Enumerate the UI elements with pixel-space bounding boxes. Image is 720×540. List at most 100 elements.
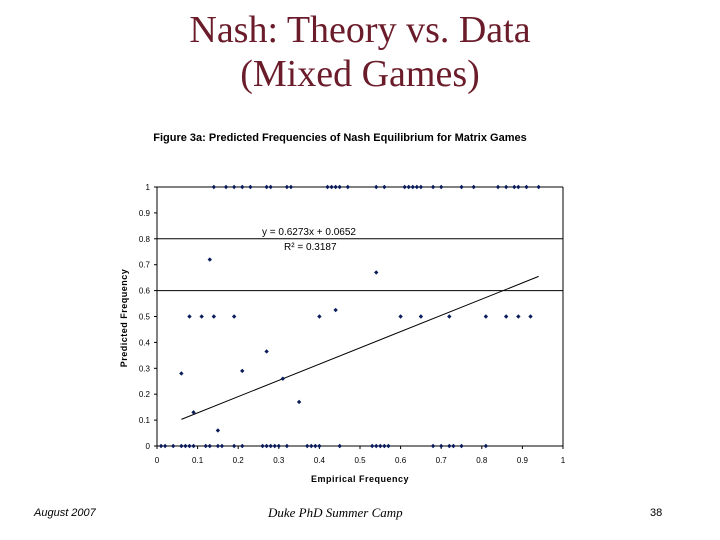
data-point [162,443,168,449]
data-point [248,184,253,190]
data-point [369,443,375,449]
y-tick-label: 0 [146,442,151,451]
data-point [503,184,509,190]
data-point [240,368,245,374]
data-point [402,184,407,190]
data-point [223,184,229,190]
data-point [516,314,521,319]
data-point [398,314,403,319]
x-tick-label: 0 [155,456,160,465]
data-point [471,184,476,190]
data-point [268,443,273,449]
data-point [378,443,383,449]
y-tick-label: 0.4 [139,338,151,347]
y-tick-label: 1 [146,183,151,192]
x-tick-label: 0.2 [233,456,245,465]
footer-page-number: 38 [650,507,663,519]
data-point [260,443,265,449]
x-tick-label: 0.8 [476,456,488,465]
data-point [528,314,533,319]
data-point [240,184,245,190]
y-tick-label: 0.6 [139,287,151,296]
data-point [179,371,184,376]
data-point [406,184,411,190]
data-point [187,443,192,449]
slide-title: Nash: Theory vs. Data (Mixed Games) [0,8,720,96]
data-point [240,443,245,449]
data-point [374,443,379,449]
data-point [288,184,294,190]
data-point [305,443,310,449]
data-point [329,184,334,190]
trendline [181,275,539,420]
data-point [333,184,338,190]
data-point [410,184,415,190]
data-point [191,410,196,415]
data-point [447,443,452,449]
x-tick-label: 0.6 [395,456,407,465]
data-point [309,443,314,449]
x-tick-label: 0.7 [436,456,448,465]
data-point [284,184,290,190]
data-point [215,443,221,449]
data-point [439,184,444,190]
x-tick-label: 0.9 [517,456,529,465]
data-point [264,184,269,190]
data-point [382,184,387,190]
data-point [447,314,452,319]
data-point [272,443,277,449]
x-tick-label: 0.4 [314,456,326,465]
data-point [503,314,509,319]
data-point [430,184,436,190]
data-point [231,314,237,319]
data-point [199,314,204,319]
y-tick-label: 0.1 [139,416,151,425]
data-point [276,443,281,449]
data-point [317,443,322,449]
data-point [418,314,424,319]
data-point [337,184,342,190]
data-point [207,257,212,262]
data-point [215,428,221,433]
data-point [483,443,489,449]
data-point [333,307,338,313]
data-point [325,184,330,190]
data-point [386,443,391,449]
chart-title: Figure 3a: Predicted Frequencies of Nash… [153,132,527,144]
footer-event: Duke PhD Summer Camp [268,505,403,520]
data-point [451,443,456,449]
y-axis-label: Predicted Frequency [119,268,129,368]
data-point [418,184,424,190]
data-point [231,443,237,449]
data-point [207,443,212,449]
data-point [171,443,176,449]
data-point [219,443,225,449]
x-tick-label: 0.5 [354,456,366,465]
data-point [483,314,489,319]
data-point [459,184,464,190]
x-tick-label: 0.3 [273,456,285,465]
y-tick-label: 0.9 [139,209,151,218]
data-point [179,443,184,449]
y-tick-label: 0.5 [139,313,151,322]
x-tick-label: 1 [561,456,566,465]
slide-title-line2: (Mixed Games) [240,53,480,95]
data-point [337,443,342,449]
data-point [430,443,436,449]
footer-date: August 2007 [34,507,96,519]
data-point [524,184,529,190]
data-point [374,184,379,190]
data-point [439,443,444,449]
data-point [495,184,501,190]
data-point [345,184,351,190]
data-point [158,443,164,449]
data-point [536,184,541,190]
data-point [203,443,208,449]
data-point [264,443,269,449]
y-tick-label: 0.7 [139,261,151,270]
data-point [317,314,322,319]
data-point [374,270,379,275]
data-point [187,314,192,319]
data-point [516,184,521,190]
